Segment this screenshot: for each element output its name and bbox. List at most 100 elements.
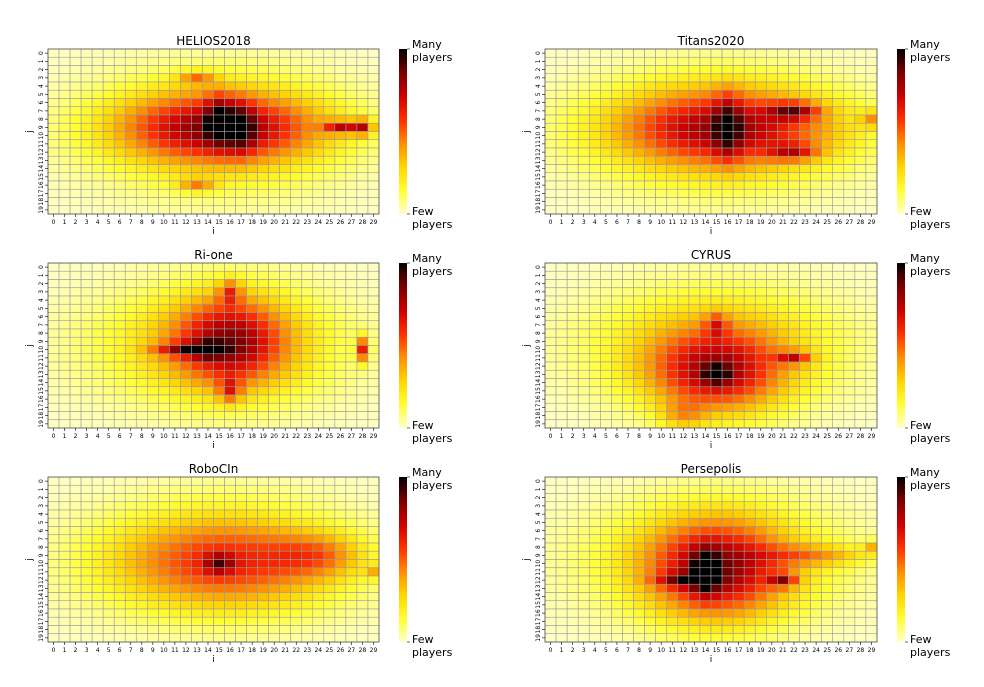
y-tick-label: 13 [535,370,542,378]
heatmap-cell [257,550,269,560]
heatmap-cell [577,164,590,174]
x-tick-label: 21 [779,647,787,654]
heatmap-cell [743,493,756,503]
y-tick-label: 6 [38,529,45,533]
heatmap-cell [345,509,358,519]
heatmap-cell [766,56,778,66]
x-tick-label: 11 [668,647,676,654]
heatmap-cell [677,295,690,305]
x-tick-label: 23 [303,433,311,440]
heatmap-cell [810,205,822,215]
heatmap-cell [47,139,60,149]
heatmap-cell [788,378,800,388]
heatmap-cell [224,583,236,593]
heatmap-cell [832,550,845,560]
heatmap-cell [721,592,734,602]
plot-frame [544,48,878,215]
heatmap-cell [754,567,767,577]
heatmap-cell [257,295,269,305]
heatmap-cell [743,369,756,379]
heatmap-cell [666,131,679,141]
heatmap-cell [710,65,723,75]
heatmap-cell [169,583,181,593]
heatmap-cell [754,493,767,503]
x-tick-label: 12 [680,647,688,654]
heatmap-cell [290,131,303,141]
x-tick-label: 27 [348,647,356,654]
heatmap-cell [356,616,369,626]
heatmap-cell [268,155,281,165]
heatmap-cell [843,501,856,511]
heatmap-cell [367,89,380,99]
heatmap-cell [721,312,734,322]
x-tick-label: 20 [270,433,278,440]
x-tick-label: 6 [615,219,619,226]
heatmap-cell [699,550,712,560]
heatmap-cell [633,386,645,396]
x-tick-label: 5 [604,433,608,440]
heatmap-cell [158,484,170,494]
heatmap-cell [235,625,247,635]
y-tick-label: 0 [38,265,45,269]
heatmap-cell [180,98,192,108]
heatmap-cell [821,180,834,190]
heatmap-cell [699,592,712,602]
heatmap-cell [777,559,789,569]
heatmap-cell [202,197,214,207]
heatmap-cell [47,180,60,190]
heatmap-cell [312,369,325,379]
heatmap-cell [323,353,336,363]
heatmap-cell [777,328,789,338]
heatmap-cell [854,172,867,182]
heatmap-cell [301,98,314,108]
heatmap-cell [158,361,170,371]
heatmap-cell [766,625,778,635]
heatmap-cell [268,353,281,363]
heatmap-cell [147,122,159,132]
heatmap-cell [91,287,104,297]
heatmap-cell [566,279,579,289]
heatmap-cell [334,56,347,66]
heatmap-cell [323,402,336,412]
heatmap-cell [246,575,258,585]
colorbar-top-label: Many [910,252,940,265]
heatmap-cell [721,122,734,132]
heatmap-cell [213,122,225,132]
heatmap-cell [356,386,369,396]
heatmap-cell [611,600,623,610]
heatmap-cell [688,89,701,99]
heatmap-cell [843,575,856,585]
y-tick-label: 9 [535,553,542,557]
heatmap-cell [600,386,612,396]
heatmap-cell [102,197,115,207]
heatmap-cell [633,575,645,585]
heatmap-cell [202,106,214,116]
heatmap-cell [577,583,590,593]
heatmap-cell [334,633,347,643]
heatmap-cell [699,559,712,569]
heatmap-cell [169,633,181,643]
heatmap-cell [169,188,181,198]
heatmap-cell [180,633,192,643]
heatmap-cell [367,493,380,503]
x-tick-label: 13 [193,433,201,440]
heatmap-cell [279,164,292,174]
heatmap-cell [323,205,336,215]
x-tick-label: 19 [757,219,765,226]
heatmap-cell [124,592,137,602]
heatmap-cell [345,402,358,412]
heatmap-cell [135,361,148,371]
heatmap-cell [843,188,856,198]
heatmap-cell [788,526,800,536]
heatmap-cell [699,48,712,58]
y-tick-label: 4 [38,298,45,302]
heatmap-cell [323,567,336,577]
heatmap-cell [732,345,745,355]
heatmap-cell [135,534,148,544]
heatmap-cell [169,567,181,577]
y-tick-label: 19 [535,206,542,214]
heatmap-cell [102,262,115,272]
heatmap-cell [555,369,568,379]
heatmap-cell [301,608,314,618]
heatmap-cell [721,287,734,297]
